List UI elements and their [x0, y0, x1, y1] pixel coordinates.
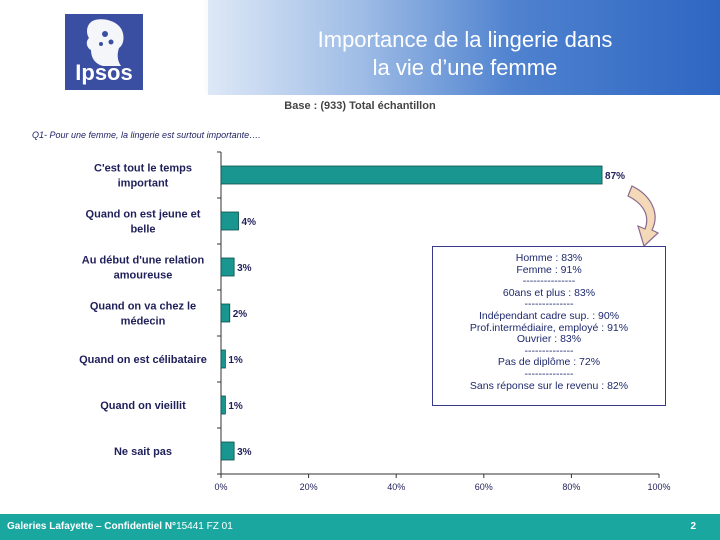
category-label: C'est tout le temps important [94, 163, 192, 190]
question-text: Q1- Pour une femme, la lingerie est surt… [32, 130, 261, 140]
note-separator: -------------- [524, 298, 574, 311]
note-line: Indépendant cadre sup. : 90% [478, 309, 620, 322]
note-separator: -------------- [524, 344, 574, 357]
category-label: Quand on vieillit [100, 400, 186, 412]
bar-chart: C'est tout le temps important Quand on est… [79, 151, 671, 492]
note-separator: -------------- [524, 367, 574, 380]
bar [220, 165, 603, 185]
bar-value-label: 4% [242, 217, 257, 228]
bar-value-label: 1% [228, 355, 243, 366]
logo-head-silhouette-icon [86, 19, 124, 66]
category-label: Quand on va chez le médecin [90, 301, 196, 328]
note-line: 60ans et plus : 83% [502, 286, 596, 299]
page-title-line-1: Importance de la lingerie dans [317, 27, 613, 52]
bar-value-label: 2% [233, 309, 248, 320]
chart-bars [220, 165, 603, 461]
segment-breakdown-box: Homme : 83% Femme : 91% --------------- … [432, 246, 666, 406]
note-line: Homme : 83% [515, 252, 583, 264]
header-title-band [205, 0, 720, 95]
footer-reference: 15441 FZ 01 [176, 521, 233, 532]
bar [220, 257, 235, 277]
note-line: Ouvrier : 83% [516, 333, 582, 346]
page-title-line-2: la vie d’une femme [372, 55, 558, 80]
category-label: Quand on est célibataire [79, 354, 207, 366]
base-sample-text: Base : (933) Total échantillon [284, 100, 436, 112]
x-tick-label: 20% [300, 482, 318, 492]
ipsos-logo: Ipsos [65, 14, 143, 90]
category-label: Au début d'une relation amoureuse [82, 255, 205, 282]
note-separator: --------------- [522, 275, 576, 288]
bar-value-label: 3% [237, 447, 252, 458]
header: Ipsos Importance de la lingerie dans la … [0, 0, 720, 95]
chart-category-labels: C'est tout le temps important Quand on est… [79, 163, 207, 459]
x-tick-label: 80% [562, 482, 580, 492]
note-line: Sans réponse sur le revenu : 82% [469, 379, 629, 392]
page-number: 2 [690, 521, 696, 532]
logo-text: Ipsos [75, 60, 133, 85]
footer: Galeries Lafayette – Confidentiel N°1544… [0, 514, 720, 540]
page-title: Importance de la lingerie dans la vie d’… [260, 26, 670, 82]
bar [220, 441, 235, 461]
bar-value-label: 3% [237, 263, 252, 274]
bar [220, 395, 226, 415]
header-divider [205, 0, 208, 95]
curved-arrow-icon [627, 185, 660, 248]
chart-tick-labels: 0% 20% 40% 60% 80% 100% [214, 482, 670, 492]
bar [220, 211, 239, 231]
bar-value-label: 87% [605, 171, 625, 182]
x-tick-label: 60% [475, 482, 493, 492]
bar [220, 303, 231, 323]
bar [220, 349, 226, 369]
note-line: Femme : 91% [516, 263, 582, 276]
footer-client: Galeries Lafayette – Confidentiel N° [7, 521, 177, 532]
bar-value-label: 1% [228, 401, 243, 412]
category-label: Ne sait pas [114, 446, 172, 458]
category-label: Quand on est jeune et belle [86, 209, 201, 236]
note-line: Pas de diplôme : 72% [497, 356, 601, 369]
note-line: Prof.intermédiaire, employé : 91% [469, 321, 629, 334]
x-tick-label: 40% [387, 482, 405, 492]
x-tick-label: 100% [647, 482, 670, 492]
x-tick-label: 0% [214, 482, 227, 492]
footer-confidential-text: Galeries Lafayette – Confidentiel N°1544… [7, 521, 233, 532]
chart-value-labels: 87% 4% 3% 2% 1% 1% 3% [228, 171, 625, 458]
